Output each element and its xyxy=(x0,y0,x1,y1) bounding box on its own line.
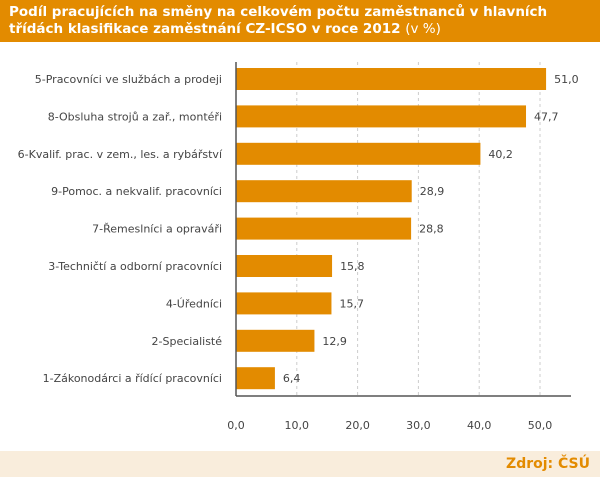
category-label: 9-Pomoc. a nekvalif. pracovníci xyxy=(51,185,222,198)
bar xyxy=(236,105,527,128)
footer: Zdroj: ČSÚ xyxy=(0,451,600,477)
x-tick-label: 0,0 xyxy=(227,419,245,432)
bar xyxy=(236,142,481,165)
category-label: 4-Úředníci xyxy=(166,297,222,310)
bar xyxy=(236,180,412,203)
bar xyxy=(236,217,412,240)
category-label: 8-Obsluha strojů a zař., montéři xyxy=(48,110,222,123)
x-tick-label: 40,0 xyxy=(467,419,492,432)
value-label: 28,8 xyxy=(419,223,444,236)
source-label: Zdroj: ČSÚ xyxy=(506,456,590,472)
category-label: 7-Řemeslníci a opraváři xyxy=(92,223,222,236)
category-label: 6-Kvalif. prac. v zem., les. a rybářství xyxy=(18,148,223,161)
bar xyxy=(236,367,275,390)
chart-title: Podíl pracujících na směny na celkovém p… xyxy=(0,0,600,42)
bar xyxy=(236,329,315,352)
value-label: 28,9 xyxy=(420,185,445,198)
value-label: 15,8 xyxy=(340,260,365,273)
bar xyxy=(236,255,333,277)
bar-chart: 0,0 10,0 20,0 30,0 40,0 50,0 51,0 5-Pracovníci … xyxy=(18,62,579,432)
value-label: 12,9 xyxy=(322,335,347,348)
x-tick-label: 20,0 xyxy=(345,419,370,432)
bar xyxy=(236,68,547,90)
x-tick-label: 30,0 xyxy=(406,419,431,432)
bar xyxy=(236,292,332,315)
x-tick-label: 50,0 xyxy=(528,419,553,432)
value-label: 40,2 xyxy=(488,148,513,161)
title-text: Podíl pracujících na směny na celkovém p… xyxy=(9,4,548,37)
value-label: 47,7 xyxy=(534,110,559,123)
category-label: 1-Zákonodárci a řídící pracovníci xyxy=(43,372,222,385)
value-label: 51,0 xyxy=(554,73,579,86)
title-unit: (v %) xyxy=(405,21,441,37)
category-label: 5-Pracovníci ve službách a prodeji xyxy=(35,73,222,86)
value-label: 6,4 xyxy=(283,372,301,385)
value-label: 15,7 xyxy=(339,297,364,310)
x-tick-label: 10,0 xyxy=(285,419,310,432)
category-label: 3-Techničtí a odborní pracovníci xyxy=(48,260,222,273)
category-label: 2-Specialisté xyxy=(152,335,223,348)
